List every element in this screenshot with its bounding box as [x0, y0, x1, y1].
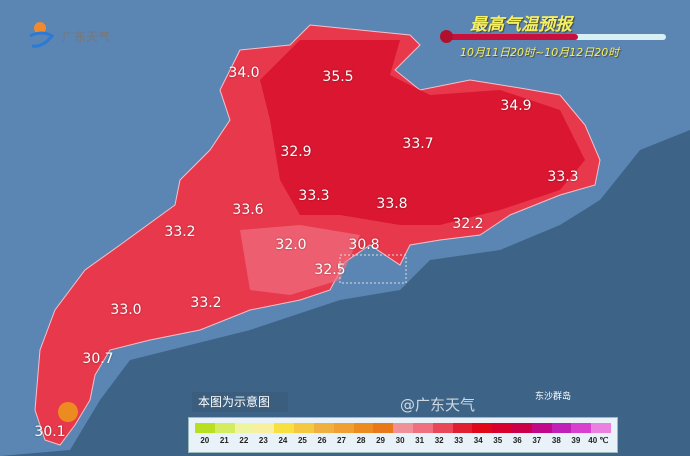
islands-label: 东沙群岛 [535, 392, 572, 402]
legend-swatch [313, 423, 334, 433]
legend-swatch [531, 423, 552, 433]
legend-swatch [452, 423, 473, 433]
cooler-zone [240, 225, 360, 295]
logo [22, 18, 62, 48]
legend-swatch [274, 423, 295, 433]
legend-tick: 20 [200, 436, 210, 445]
legend-tick: 32 [434, 436, 444, 445]
legend-swatch [195, 423, 215, 433]
legend-ticks: 20 21 22 23 24 25 26 27 28 29 30 31 32 33 34 35 36 37 38 39… [195, 436, 611, 445]
legend-tick: 29 [376, 436, 385, 445]
temperature-label: 32.0 [275, 237, 307, 253]
legend-swatch [234, 423, 255, 433]
legend-tick: 28 [356, 436, 366, 445]
hot-zone [260, 40, 585, 225]
legend-swatch [214, 423, 235, 433]
temperature-label: 33.0 [110, 302, 142, 318]
legend-swatch [512, 423, 532, 433]
legend-swatch [353, 423, 374, 433]
temperature-label: 33.6 [232, 202, 264, 218]
temperature-label: 33.2 [190, 295, 222, 311]
legend-tick: 34 [473, 436, 483, 445]
temperature-label: 32.5 [314, 262, 346, 278]
legend-tick: 31 [415, 436, 425, 445]
forecast-title: 最高气温预报 [470, 15, 572, 35]
temperature-label: 30.7 [82, 351, 114, 367]
legend-swatch [393, 423, 413, 433]
temperature-label: 30.8 [348, 237, 380, 253]
legend-tick: 27 [337, 436, 346, 445]
legend-ramp [195, 423, 612, 433]
legend-tick: 39 [571, 436, 581, 445]
legend-tick: 33 [454, 436, 464, 445]
legend-swatch [373, 423, 394, 433]
legend-tick: 21 [219, 436, 229, 445]
temperature-label: 30.1 [34, 424, 66, 440]
legend-tick: 22 [239, 436, 249, 445]
hainan-land [0, 420, 40, 456]
legend-swatch [432, 423, 453, 433]
temperature-label: 32.2 [452, 216, 484, 232]
legend-tick: 30 [395, 436, 405, 445]
temperature-label: 35.5 [322, 69, 354, 85]
legend-swatch [333, 423, 354, 433]
legend-swatch [551, 423, 572, 433]
legend-swatch [412, 423, 433, 433]
temperature-label: 34.9 [500, 98, 532, 114]
legend-swatch [571, 423, 592, 433]
temperature-label: 33.3 [298, 188, 330, 204]
legend-swatch [492, 423, 512, 433]
legend-tick: 36 [512, 436, 522, 445]
legend-swatch [591, 423, 612, 433]
logo-text: 广东天气 [62, 30, 111, 44]
period-progress-fill [446, 34, 578, 40]
temperature-label: 33.8 [376, 196, 408, 212]
schematic-note: 本图为示意图 [192, 392, 288, 412]
watermark: @广东天气 [400, 396, 476, 414]
legend-tick: 37 [532, 436, 542, 445]
temperature-label: 33.2 [164, 224, 196, 240]
temperature-label: 33.7 [402, 136, 434, 152]
forecast-period: 10月11日20时~10月12日20时 [460, 46, 620, 59]
legend-tick: 40 ℃ [588, 436, 609, 445]
legend-tick: 23 [258, 436, 268, 445]
warm-spot [58, 402, 78, 422]
hk-box [339, 254, 407, 284]
legend-tick: 24 [278, 436, 288, 445]
progress-knob [440, 30, 453, 43]
period-progress-bar [440, 30, 666, 43]
legend-tick: 35 [493, 436, 503, 445]
temperature-label: 33.3 [547, 169, 579, 185]
legend-tick: 25 [297, 436, 307, 445]
legend-tick: 26 [317, 436, 327, 445]
weather-logo-icon [29, 22, 55, 48]
legend-swatch [254, 423, 275, 433]
legend-swatch [472, 423, 493, 433]
legend-tick: 38 [551, 436, 561, 445]
temperature-label: 34.0 [228, 65, 260, 81]
temperature-label: 32.9 [280, 144, 312, 160]
legend-swatch [294, 423, 314, 433]
color-legend: 20 21 22 23 24 25 26 27 28 29 30 31 32 33 34 35 36 37 38 39… [188, 417, 618, 453]
